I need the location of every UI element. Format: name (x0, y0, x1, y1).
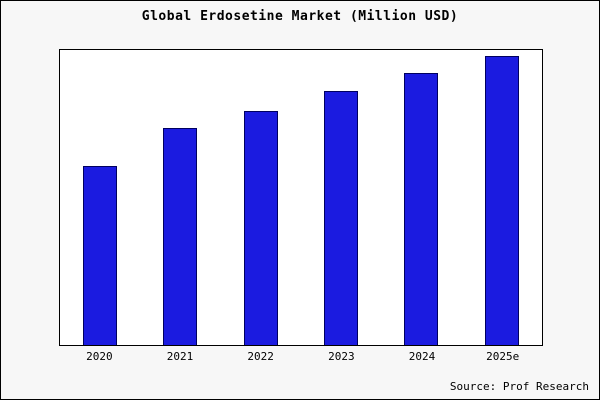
x-tick-label: 2021 (166, 350, 194, 363)
x-tick-label: 2020 (86, 350, 113, 363)
bar-slot (381, 50, 461, 345)
bar-slot (60, 50, 140, 345)
bar-slot (301, 50, 381, 345)
x-tick-label: 2024 (408, 350, 436, 363)
bar-2025e (484, 55, 519, 345)
bar-slot (221, 50, 301, 345)
bar-2020 (83, 165, 118, 345)
x-tick-label: 2023 (328, 350, 355, 363)
bars (60, 50, 542, 345)
plot-area (59, 49, 543, 346)
bar-2022 (243, 110, 278, 345)
bar-slot (140, 50, 220, 345)
chart-title: Global Erdosetine Market (Million USD) (141, 9, 459, 24)
bar-2023 (324, 90, 359, 345)
x-tick-label: 2022 (247, 350, 274, 363)
x-ticks: 2020 2021 2022 2023 2024 2025e (59, 350, 543, 363)
bar-slot (462, 50, 542, 345)
bar-2024 (404, 73, 439, 345)
bar-2021 (163, 128, 198, 345)
source-note: Source: Prof Research (449, 380, 589, 393)
x-tick-label: 2025e (486, 350, 520, 363)
